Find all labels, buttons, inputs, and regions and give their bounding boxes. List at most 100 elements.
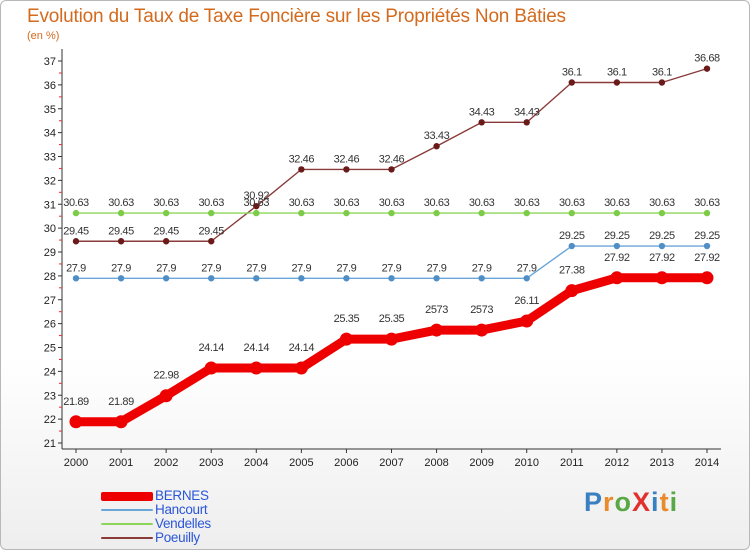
data-point-bernes: [249, 361, 263, 375]
data-point-poeuilly: [253, 202, 260, 210]
data-label-hancourt: 29.25: [604, 230, 630, 242]
proxiti-logo: ProXiti: [584, 487, 678, 518]
y-tick-label: 24: [44, 366, 56, 378]
data-point-bernes: [69, 415, 83, 429]
chart-title: Evolution du Taux de Taxe Foncière sur l…: [27, 6, 566, 27]
data-label-bernes: 25.35: [334, 313, 360, 325]
data-point-poeuilly: [658, 79, 666, 86]
x-tick-label: 2005: [289, 457, 313, 469]
data-label-bernes: 24.14: [289, 342, 315, 354]
data-point-poeuilly: [478, 119, 485, 126]
x-tick-label: 2000: [64, 457, 88, 469]
logo-letter: t: [659, 487, 670, 517]
data-point-hancourt: [388, 275, 395, 282]
y-tick-label: 34: [44, 128, 56, 140]
data-label-vendelles: 30.63: [63, 197, 89, 209]
data-label-bernes: 27.92: [649, 252, 675, 264]
data-point-bernes: [610, 271, 624, 285]
data-label-poeuilly: 29.45: [153, 225, 179, 237]
data-point-hancourt: [523, 275, 530, 282]
data-point-vendelles: [568, 209, 575, 217]
data-point-poeuilly: [208, 238, 215, 245]
data-point-bernes: [159, 389, 173, 403]
chart-subtitle: (en %): [27, 30, 60, 42]
data-point-bernes: [385, 332, 398, 346]
data-point-hancourt: [433, 275, 440, 282]
data-point-poeuilly: [162, 238, 170, 245]
y-tick-label: 28: [44, 271, 56, 283]
data-label-bernes: 2573: [425, 304, 448, 316]
data-label-poeuilly: 29.45: [198, 225, 224, 237]
data-label-hancourt: 27.9: [66, 262, 86, 274]
data-point-hancourt: [72, 275, 80, 282]
data-point-bernes: [700, 271, 714, 285]
data-point-bernes: [339, 332, 353, 346]
y-tick-label: 32: [44, 175, 56, 187]
data-label-bernes: 26.11: [514, 295, 539, 307]
legend-item-poeuilly: Poeuilly: [101, 531, 301, 545]
x-tick-label: 2008: [424, 457, 448, 469]
y-tick-label: 36: [44, 80, 56, 92]
data-label-hancourt: 27.9: [427, 262, 447, 274]
legend-item-vendelles: Vendelles: [101, 517, 301, 531]
data-point-vendelles: [388, 209, 395, 217]
data-label-vendelles: 30.63: [153, 197, 179, 209]
data-label-bernes: 21.89: [108, 396, 134, 408]
data-point-vendelles: [613, 209, 621, 217]
y-tick-label: 31: [44, 199, 56, 211]
data-label-poeuilly: 34.43: [514, 106, 540, 118]
y-tick-label: 37: [44, 56, 56, 68]
data-point-vendelles: [208, 209, 215, 217]
x-tick-label: 2011: [560, 457, 584, 469]
data-label-hancourt: 27.9: [156, 262, 176, 274]
data-label-vendelles: 30.63: [424, 197, 450, 209]
data-point-hancourt: [162, 275, 170, 282]
y-tick-label: 21: [44, 438, 56, 450]
data-label-vendelles: 30.63: [469, 197, 495, 209]
data-label-poeuilly: 32.46: [379, 153, 405, 165]
y-tick-label: 29: [44, 247, 56, 259]
legend-label-hancourt: Hancourt: [155, 502, 208, 517]
legend-item-hancourt: Hancourt: [101, 503, 301, 517]
data-point-bernes: [204, 361, 218, 375]
data-label-hancourt: 29.25: [649, 230, 675, 242]
legend-swatch-poeuilly: [101, 537, 153, 539]
x-tick-label: 2003: [199, 457, 223, 469]
data-point-hancourt: [117, 275, 125, 282]
data-point-hancourt: [208, 275, 215, 282]
data-point-hancourt: [658, 242, 666, 250]
data-label-hancourt: 27.9: [291, 262, 311, 274]
data-label-hancourt: 27.9: [472, 262, 492, 274]
logo-letter: P: [584, 487, 604, 517]
y-tick-label: 33: [44, 152, 56, 164]
data-label-vendelles: 30.63: [514, 197, 540, 209]
data-label-poeuilly: 30.92: [244, 190, 270, 202]
x-tick-label: 2002: [154, 457, 178, 469]
data-label-vendelles: 30.63: [334, 197, 360, 209]
data-label-hancourt: 27.9: [382, 262, 402, 274]
logo-letter: o: [614, 487, 633, 517]
data-label-hancourt: 27.9: [111, 262, 131, 274]
data-label-poeuilly: 36.1: [652, 66, 672, 78]
data-point-bernes: [655, 271, 669, 285]
data-label-bernes: 27.92: [604, 252, 630, 264]
data-label-vendelles: 30.63: [649, 197, 675, 209]
data-point-poeuilly: [298, 166, 305, 173]
logo-letter: r: [603, 487, 615, 517]
data-label-vendelles: 30.63: [108, 197, 134, 209]
data-point-bernes: [565, 284, 579, 298]
x-tick-label: 2010: [514, 457, 538, 469]
data-point-hancourt: [613, 242, 621, 250]
data-point-hancourt: [343, 275, 350, 282]
x-tick-label: 2006: [334, 457, 358, 469]
data-point-vendelles: [72, 209, 80, 217]
y-tick-label: 22: [44, 414, 56, 426]
data-point-bernes: [294, 361, 308, 375]
legend-swatch-vendelles: [101, 523, 153, 525]
data-label-poeuilly: 33.43: [424, 130, 450, 142]
x-tick-label: 2014: [695, 457, 719, 469]
legend-label-poeuilly: Poeuilly: [155, 530, 200, 545]
x-tick-label: 2012: [605, 457, 629, 469]
